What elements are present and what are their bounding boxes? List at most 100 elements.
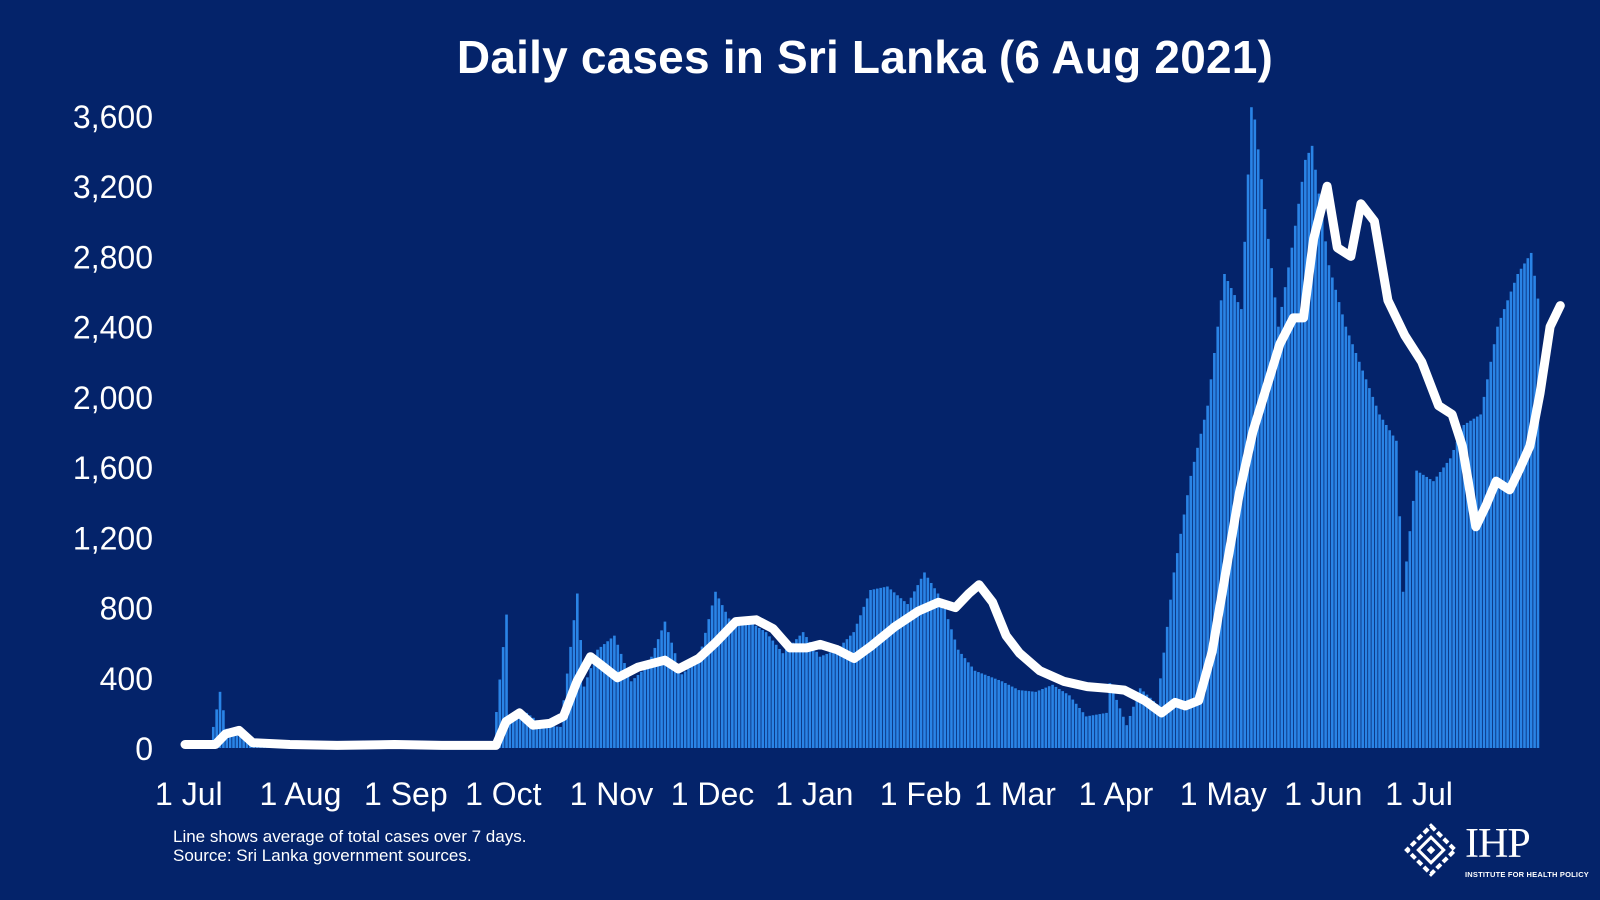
daily-case-bar — [525, 712, 529, 748]
daily-case-bar — [1395, 440, 1398, 748]
daily-case-bar — [215, 709, 218, 748]
daily-case-bar — [1095, 714, 1098, 748]
daily-case-bar — [1044, 687, 1048, 748]
daily-case-bar — [1004, 683, 1007, 748]
daily-case-bar — [1472, 418, 1476, 748]
daily-case-bar — [983, 674, 987, 748]
y-tick-label: 800 — [100, 591, 153, 627]
daily-case-bar — [656, 639, 660, 748]
daily-case-bar — [1509, 291, 1513, 748]
chart-notes: Line shows average of total cases over 7… — [173, 827, 526, 865]
daily-case-bar — [977, 672, 980, 748]
daily-case-bar — [1064, 693, 1068, 748]
daily-case-bar — [1202, 419, 1206, 748]
daily-case-bar — [936, 593, 940, 748]
daily-case-bar — [623, 663, 626, 748]
daily-case-bar — [660, 630, 663, 748]
daily-case-bar — [1007, 684, 1011, 748]
daily-case-bar — [835, 649, 839, 748]
daily-case-bar — [1496, 326, 1499, 748]
daily-case-bar — [1448, 458, 1452, 748]
daily-case-bar — [747, 621, 751, 748]
daily-case-bar — [626, 672, 630, 748]
daily-case-bar — [788, 646, 791, 748]
daily-case-bar — [926, 577, 930, 748]
x-axis: 1 Jul 1 Aug 1 Sep 1 Oct 1 Nov 1 Dec 1 Jan 1 Feb… — [155, 776, 1453, 812]
daily-case-bar — [1108, 683, 1112, 748]
daily-case-bar — [919, 578, 923, 748]
daily-case-bar — [953, 639, 957, 748]
daily-case-bar — [511, 715, 515, 748]
daily-case-bar — [1068, 695, 1071, 748]
daily-case-bar — [1351, 344, 1354, 748]
daily-case-bar — [1526, 258, 1530, 748]
daily-case-bar — [1381, 419, 1385, 748]
daily-case-bar — [980, 673, 984, 748]
daily-case-bar — [734, 624, 738, 748]
x-tick-label: 1 Nov — [570, 776, 654, 812]
daily-case-bar — [737, 623, 741, 748]
daily-case-bar — [1502, 309, 1506, 748]
daily-case-bar — [1391, 435, 1395, 748]
daily-case-bar — [1482, 396, 1486, 748]
daily-case-bar — [1337, 302, 1341, 748]
daily-case-bar — [1216, 326, 1220, 748]
daily-case-bar — [1061, 691, 1064, 748]
daily-case-bar — [653, 647, 657, 748]
daily-case-bar — [1149, 697, 1152, 748]
daily-case-bar — [1334, 289, 1338, 748]
daily-case-bar — [815, 651, 818, 748]
daily-case-bar — [592, 658, 596, 748]
daily-case-bar — [1101, 713, 1105, 748]
daily-case-bar — [744, 622, 748, 748]
daily-case-bar — [505, 614, 508, 748]
daily-case-bar — [1152, 700, 1156, 748]
daily-case-bar — [751, 623, 754, 748]
daily-case-bar — [1219, 300, 1223, 748]
daily-case-bar — [724, 611, 727, 748]
daily-case-bar — [606, 641, 609, 748]
daily-case-bar — [576, 593, 579, 748]
daily-case-bar — [693, 663, 697, 748]
daily-case-bar — [1179, 533, 1182, 748]
daily-case-bar — [838, 646, 842, 748]
daily-case-bar — [916, 585, 920, 748]
daily-case-bar — [1074, 703, 1078, 748]
daily-case-bar — [1031, 691, 1034, 748]
daily-case-bar — [559, 726, 562, 748]
daily-case-bar — [801, 632, 805, 748]
y-tick-label: 3,200 — [73, 169, 153, 205]
daily-case-bar — [1533, 275, 1536, 748]
daily-case-bar — [899, 598, 903, 748]
daily-case-bar — [1058, 689, 1061, 748]
daily-case-bar — [1000, 681, 1004, 748]
daily-case-bar — [1519, 268, 1523, 748]
daily-case-bar — [636, 674, 640, 748]
daily-case-bar — [1401, 591, 1405, 748]
daily-case-bar — [1371, 396, 1375, 748]
daily-case-bar — [906, 604, 909, 748]
x-tick-label: 1 Aug — [260, 776, 342, 812]
daily-case-bar — [710, 605, 714, 748]
daily-case-bar — [1442, 467, 1445, 748]
daily-case-bar — [1452, 449, 1455, 748]
daily-case-bar — [582, 686, 586, 748]
daily-case-bar — [1310, 145, 1314, 749]
daily-case-bar — [522, 713, 525, 748]
bar-series — [185, 107, 1540, 749]
daily-case-bar — [552, 726, 556, 748]
daily-case-bar — [232, 732, 235, 748]
ihp-emblem-icon — [1404, 823, 1458, 877]
daily-case-bar — [896, 595, 899, 748]
y-tick-label: 400 — [100, 661, 153, 697]
daily-case-bar — [1331, 277, 1334, 748]
daily-case-bar — [667, 632, 670, 748]
daily-case-bar — [1098, 714, 1102, 748]
daily-case-bar — [842, 642, 845, 748]
daily-case-bar — [768, 636, 771, 748]
daily-case-bar — [1283, 287, 1287, 748]
daily-case-bar — [1165, 626, 1169, 748]
daily-case-bar — [495, 712, 498, 748]
daily-case-bar — [1071, 699, 1075, 748]
